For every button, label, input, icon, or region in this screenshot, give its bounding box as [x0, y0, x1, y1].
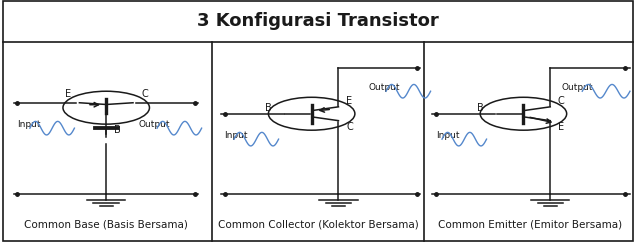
Text: Common Collector (Kolektor Bersama): Common Collector (Kolektor Bersama) — [218, 220, 418, 230]
Text: B: B — [477, 103, 484, 113]
Text: Input: Input — [436, 131, 459, 140]
Text: Common Emitter (Emitor Bersama): Common Emitter (Emitor Bersama) — [438, 220, 623, 230]
FancyBboxPatch shape — [3, 1, 633, 241]
Text: C: C — [558, 96, 565, 106]
Text: Input: Input — [17, 120, 41, 129]
Text: 3 Konfigurasi Transistor: 3 Konfigurasi Transistor — [197, 12, 439, 30]
Text: Output: Output — [138, 120, 170, 129]
Text: B: B — [114, 125, 121, 135]
Text: E: E — [558, 122, 564, 132]
Text: Common Base (Basis Bersama): Common Base (Basis Bersama) — [24, 220, 188, 230]
Text: C: C — [141, 89, 148, 99]
Text: Output: Output — [562, 83, 593, 92]
Text: Output: Output — [369, 83, 401, 92]
Text: B: B — [265, 103, 272, 113]
Text: C: C — [346, 122, 353, 132]
Text: E: E — [65, 89, 71, 99]
Text: Input: Input — [225, 131, 248, 140]
Text: E: E — [346, 96, 352, 106]
